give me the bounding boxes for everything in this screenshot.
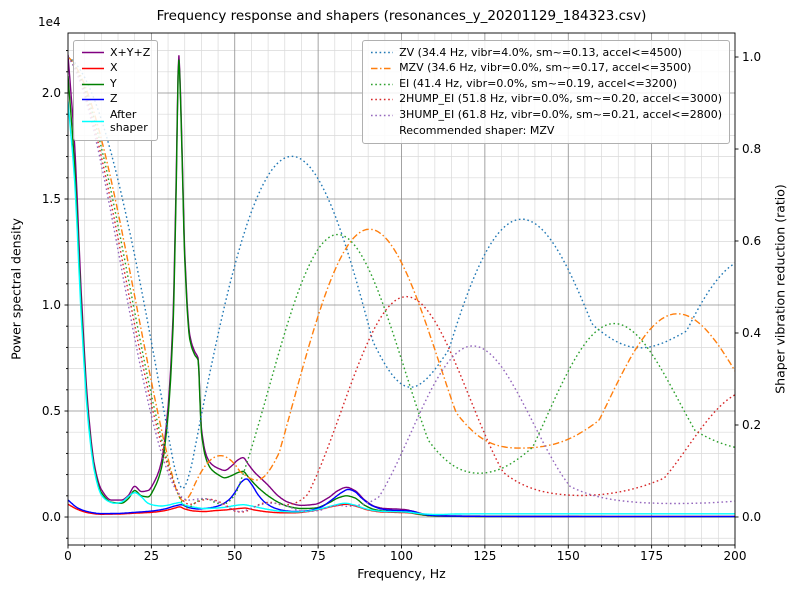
legend-item-after-shaper: After shaper: [81, 108, 150, 136]
y-tick-label-left: 0.0: [42, 510, 61, 524]
x-tick-label: 0: [64, 549, 72, 563]
legend-psd: X+Y+Z X Y Z After shaper: [73, 40, 159, 141]
legend-item-3hump-ei: 3HUMP_EI (61.8 Hz, vibr=0.0%, sm~=0.21, …: [370, 108, 722, 124]
legend-label-zv: ZV (34.4 Hz, vibr=4.0%, sm~=0.13, accel<…: [399, 45, 682, 59]
legend-line-2hump-ei: [370, 95, 394, 104]
y-tick-label-right: 0.2: [742, 418, 761, 432]
legend-line-3hump-ei: [370, 111, 394, 120]
y-tick-label-right: 0.8: [742, 142, 761, 156]
chart-title: Frequency response and shapers (resonanc…: [156, 8, 647, 24]
legend-shapers: ZV (34.4 Hz, vibr=4.0%, sm~=0.13, accel<…: [362, 40, 730, 144]
curve-shaper-ei: [68, 56, 735, 509]
legend-label-after-shaper: After shaper: [110, 108, 148, 134]
legend-line-mzv: [370, 64, 394, 73]
legend-line-x: [81, 64, 105, 73]
x-tick-label: 100: [390, 549, 413, 563]
legend-line-z: [81, 95, 105, 104]
legend-label-y: Y: [110, 76, 117, 90]
y-tick-label-left: 1.5: [42, 192, 61, 206]
legend-line-after-shaper: [81, 117, 105, 126]
legend-label-xyz: X+Y+Z: [110, 45, 151, 59]
legend-label-z: Z: [110, 92, 118, 106]
y-tick-label-right: 0.6: [742, 234, 761, 248]
y-tick-label-left: 2.0: [42, 86, 61, 100]
legend-label-x: X: [110, 61, 118, 75]
legend-item-z: Z: [81, 92, 150, 108]
y-tick-label-right: 1.0: [742, 50, 761, 64]
y-tick-label-left: 1.0: [42, 298, 61, 312]
legend-line-ei: [370, 80, 394, 89]
y-axis-label-right: Shaper vibration reduction (ratio): [772, 184, 788, 394]
curve-shaper-mzv: [68, 56, 735, 502]
curve-shaper-3hump_ei: [68, 56, 735, 513]
curves: [68, 54, 735, 518]
legend-label-mzv: MZV (34.6 Hz, vibr=0.0%, sm~=0.17, accel…: [399, 61, 692, 75]
tick-marks: [64, 50, 739, 549]
x-axis-label: Frequency, Hz: [357, 566, 446, 581]
legend-item-mzv: MZV (34.6 Hz, vibr=0.0%, sm~=0.17, accel…: [370, 61, 722, 77]
x-tick-label: 200: [724, 549, 747, 563]
y-tick-label-right: 0.4: [742, 326, 761, 340]
legend-item-2hump-ei: 2HUMP_EI (51.8 Hz, vibr=0.0%, sm~=0.20, …: [370, 92, 722, 108]
legend-line-y: [81, 80, 105, 89]
legend-item-x: X: [81, 61, 150, 77]
legend-line-xyz: [81, 48, 105, 57]
legend-label-ei: EI (41.4 Hz, vibr=0.0%, sm~=0.19, accel<…: [399, 76, 678, 90]
x-tick-label: 175: [640, 549, 663, 563]
curve-psd-z: [68, 478, 735, 518]
legend-recommended-shaper: Recommended shaper: MZV: [399, 123, 555, 137]
legend-item-xyz: X+Y+Z: [81, 45, 150, 61]
y-axis-label-left: Power spectral density: [8, 218, 24, 360]
y-tick-label-right: 0.0: [742, 510, 761, 524]
legend-item-zv: ZV (34.4 Hz, vibr=4.0%, sm~=0.13, accel<…: [370, 45, 722, 61]
legend-item-y: Y: [81, 76, 150, 92]
y-tick-label-left: 0.5: [42, 404, 61, 418]
x-tick-label: 50: [227, 549, 242, 563]
legend-label-3hump-ei: 3HUMP_EI (61.8 Hz, vibr=0.0%, sm~=0.21, …: [399, 108, 722, 122]
y-axis-offset-text: 1e4: [38, 15, 61, 29]
x-tick-label: 75: [310, 549, 325, 563]
legend-item-ei: EI (41.4 Hz, vibr=0.0%, sm~=0.19, accel<…: [370, 76, 722, 92]
legend-line-zv: [370, 48, 394, 57]
x-tick-label: 150: [557, 549, 580, 563]
x-tick-label: 25: [144, 549, 159, 563]
x-tick-label: 125: [473, 549, 496, 563]
curve-psd-after_shaper: [68, 101, 735, 516]
curve-shaper-zv: [68, 56, 735, 490]
legend-label-2hump-ei: 2HUMP_EI (51.8 Hz, vibr=0.0%, sm~=0.20, …: [399, 92, 722, 106]
